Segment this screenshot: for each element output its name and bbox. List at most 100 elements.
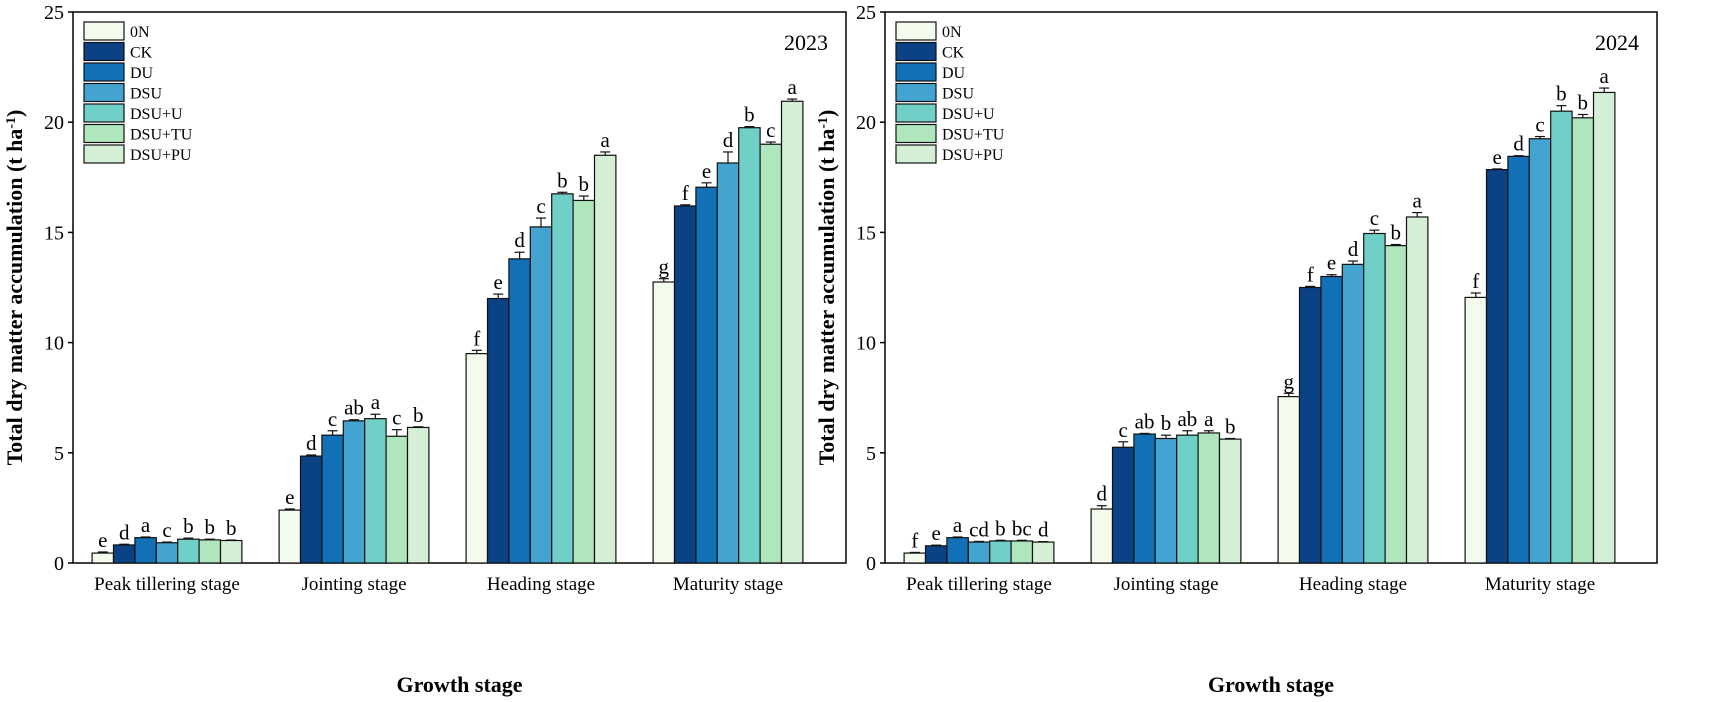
y-tick-label: 20 <box>856 112 876 134</box>
x-tick-label: Maturity stage <box>673 574 783 595</box>
significance-letter: g <box>1284 369 1295 393</box>
significance-letter: d <box>723 128 734 152</box>
legend-label: DSU+PU <box>942 147 1004 164</box>
significance-letter: b <box>1161 411 1172 435</box>
y-tick-label: 10 <box>856 333 876 355</box>
bar-DU <box>1320 275 1343 564</box>
bar-0N <box>465 353 489 564</box>
plot-frame <box>884 11 1658 564</box>
x-axis-label: Growth stage <box>1208 672 1334 697</box>
bar-DSU+TU <box>1571 117 1595 564</box>
significance-letter: f <box>1472 269 1479 293</box>
significance-letter: a <box>601 128 611 152</box>
x-tick-label: Peak tillering stage <box>906 574 1052 595</box>
legend-swatch-DSU <box>83 82 125 103</box>
significance-letter: d <box>119 520 130 544</box>
x-tick-label: Jointing stage <box>301 574 406 595</box>
chart-panel-2023: 0 5 10 15 20 25 Total dry matter accumulation … <box>2 2 847 697</box>
legend-label: DSU+TU <box>942 127 1005 144</box>
bar-CK <box>112 544 136 564</box>
significance-letter: b <box>579 172 590 196</box>
significance-letter: a <box>141 513 151 537</box>
significance-letter: d <box>1348 237 1359 261</box>
chart-panel-2024: 0 5 10 15 20 25 Total dry matter accumulation … <box>814 2 1658 697</box>
significance-letter: d <box>514 228 525 252</box>
significance-letter: a <box>788 75 798 99</box>
legend-swatch-DSU <box>895 82 937 103</box>
bar-0N <box>91 552 115 564</box>
year-label: 2023 <box>784 30 828 55</box>
significance-letter: ab <box>1135 409 1155 433</box>
bar-0N <box>1464 296 1488 564</box>
significance-letter: c <box>328 407 337 431</box>
significance-letter: d <box>1097 482 1108 506</box>
bar-DSU+PU <box>593 154 617 564</box>
plot-frame <box>72 11 847 564</box>
legend-swatch-0N <box>83 21 125 41</box>
significance-letter: c <box>392 406 401 430</box>
x-tick-label: Peak tillering stage <box>94 574 240 595</box>
bar-CK <box>299 455 323 564</box>
bar-DSU+TU <box>1384 245 1408 564</box>
bar-CK <box>486 297 510 564</box>
y-tick-label: 25 <box>44 2 64 24</box>
bar-CK <box>924 545 948 564</box>
y-tick-label: 0 <box>866 553 876 575</box>
legend-label: DSU+TU <box>130 127 193 144</box>
significance-letter: c <box>162 518 171 542</box>
significance-letter: b <box>1391 221 1402 245</box>
legend-swatch-CK <box>83 41 125 62</box>
bar-0N <box>903 552 927 564</box>
significance-letter: b <box>1578 90 1589 114</box>
bar-DSU+TU <box>1010 540 1034 564</box>
legend-swatch-DU <box>895 62 937 82</box>
bar-CK <box>1298 286 1322 564</box>
legend-swatch-DU <box>83 62 125 82</box>
significance-letter: d <box>1038 518 1049 542</box>
bar-DU <box>1507 155 1530 564</box>
significance-letter: a <box>1204 407 1214 431</box>
y-tick-label: 15 <box>856 222 876 244</box>
x-axis-label: Growth stage <box>396 672 522 697</box>
significance-letter: f <box>911 528 918 552</box>
significance-letter: b <box>183 514 194 538</box>
y-tick-label: 15 <box>44 222 64 244</box>
bar-DSU+U <box>989 540 1012 564</box>
legend-label: CK <box>130 45 153 62</box>
bar-DSU <box>342 420 366 564</box>
y-tick-label: 20 <box>44 112 64 134</box>
bar-DSU+U <box>1550 110 1573 564</box>
significance-letter: d <box>1513 132 1524 156</box>
legend-label: DSU <box>130 86 162 103</box>
significance-letter: ab <box>344 396 364 420</box>
bar-DU <box>508 258 531 564</box>
bar-DSU+U <box>1363 232 1386 564</box>
significance-letter: f <box>1307 262 1314 286</box>
legend-label: DSU+U <box>130 106 183 123</box>
significance-letter: b <box>557 168 568 192</box>
significance-letter: b <box>205 515 216 539</box>
bar-DSU+TU <box>198 539 222 564</box>
significance-letter: e <box>494 270 503 294</box>
y-axis-label: Total dry matter accumulation (t ha-1) <box>814 110 839 466</box>
bar-DSU+PU <box>1405 216 1429 564</box>
significance-letter: b <box>1225 414 1236 438</box>
bar-DSU+PU <box>1031 541 1055 564</box>
legend-swatch-DSU+TU <box>895 123 937 144</box>
bar-DSU+U <box>364 418 387 564</box>
x-tick-label: Heading stage <box>1299 574 1407 595</box>
bar-DSU <box>155 542 179 564</box>
significance-letter: ab <box>1177 407 1197 431</box>
bar-DSU+PU <box>1218 438 1242 564</box>
bar-DSU <box>1341 263 1365 564</box>
significance-letter: c <box>1119 418 1128 442</box>
significance-letter: d <box>306 431 317 455</box>
significance-letter: e <box>932 521 941 545</box>
bar-DSU <box>1154 437 1178 564</box>
significance-letter: b <box>413 403 424 427</box>
x-tick-label: Heading stage <box>487 574 595 595</box>
significance-letter: f <box>473 326 480 350</box>
significance-letter: e <box>98 528 107 552</box>
significance-letter: a <box>1600 64 1610 88</box>
